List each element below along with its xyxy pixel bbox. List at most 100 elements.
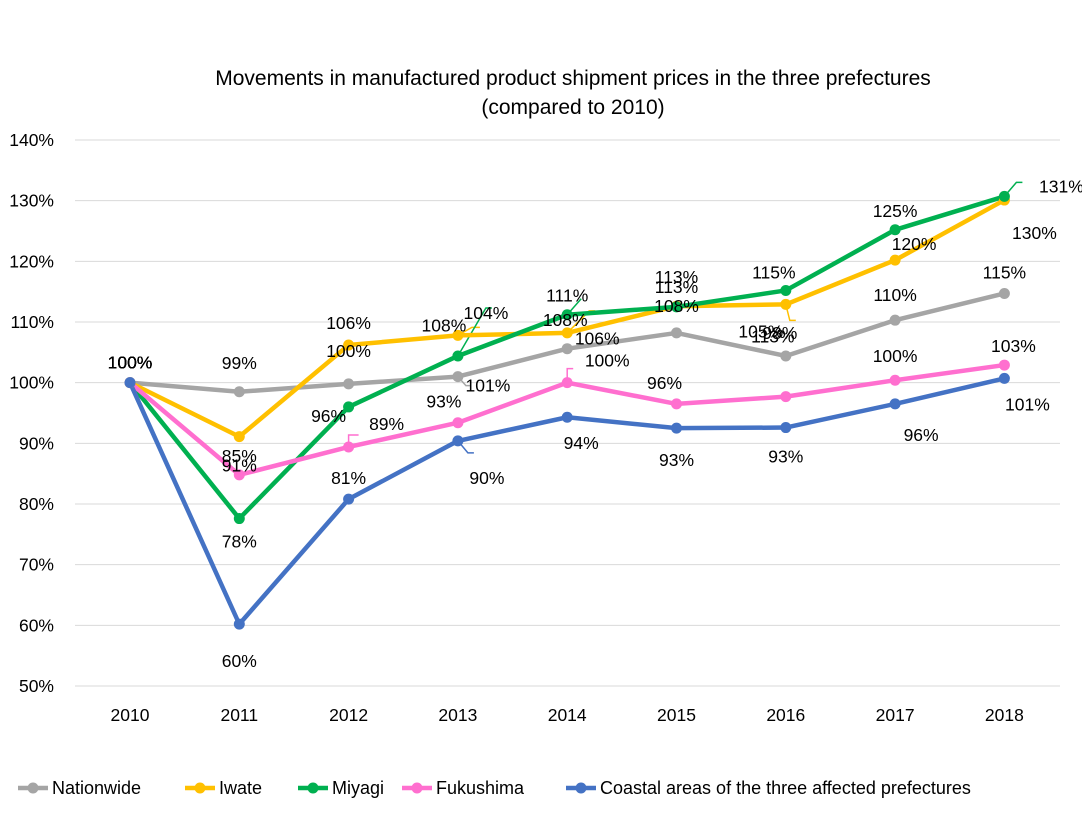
x-axis-tick-labels: 2010 2011 2012 2013 2014 2015 2016 2017 2018 xyxy=(111,705,1024,725)
data-labels: 100% 99%100%101%106%108%98%110%115%100%91… xyxy=(108,176,1082,671)
data-label: 101% xyxy=(466,376,511,396)
x-tick-label: 2010 xyxy=(111,705,150,725)
y-tick-label: 60% xyxy=(19,615,54,635)
chart-title-line-2: (compared to 2010) xyxy=(481,96,664,119)
legend-item: Coastal areas of the three affected pref… xyxy=(566,778,971,798)
data-label: 60% xyxy=(222,651,257,671)
data-point xyxy=(343,401,355,413)
data-label: 110% xyxy=(873,285,916,305)
data-label: 100% xyxy=(585,351,630,371)
data-label: 108% xyxy=(422,315,467,335)
legend-marker xyxy=(194,782,206,794)
data-point xyxy=(452,371,464,383)
data-point xyxy=(889,374,901,386)
data-point xyxy=(343,339,355,351)
data-label: 106% xyxy=(326,313,371,333)
data-label: 108% xyxy=(543,310,588,330)
series-lines xyxy=(127,194,1007,627)
data-label: 96% xyxy=(904,425,939,445)
data-point xyxy=(998,287,1010,299)
data-label: 115% xyxy=(983,262,1026,282)
data-point xyxy=(889,314,901,326)
y-tick-label: 50% xyxy=(19,676,54,696)
series-points xyxy=(124,190,1010,630)
y-tick-label: 130% xyxy=(9,191,54,211)
x-tick-label: 2017 xyxy=(876,705,915,725)
data-label: 100% xyxy=(108,353,153,373)
legend-marker xyxy=(411,782,423,794)
data-point xyxy=(233,469,245,481)
data-point xyxy=(452,329,464,341)
data-point xyxy=(561,309,573,321)
legend: Nationwide Iwate Miyagi Fukushima Coastal ar… xyxy=(18,778,971,798)
label-leader-line xyxy=(1003,181,1023,197)
data-point xyxy=(889,254,901,266)
x-tick-label: 2014 xyxy=(548,705,587,725)
data-label: 100% xyxy=(873,346,918,366)
data-point xyxy=(124,377,136,389)
data-label: 90% xyxy=(469,468,504,488)
legend-item: Iwate xyxy=(185,778,262,798)
data-label: 96% xyxy=(647,373,682,393)
data-label: 100% xyxy=(108,353,153,373)
x-tick-label: 2011 xyxy=(220,705,258,725)
legend-label: Iwate xyxy=(219,778,262,798)
legend-label: Miyagi xyxy=(332,778,384,798)
data-label: 78% xyxy=(222,532,257,552)
data-label: 98% xyxy=(762,323,797,343)
data-label: 91% xyxy=(222,456,257,476)
data-label: 94% xyxy=(564,433,599,453)
legend-label: Fukushima xyxy=(436,778,525,798)
data-label: 106% xyxy=(575,329,620,349)
data-point xyxy=(452,435,464,447)
data-label: 99% xyxy=(222,353,257,373)
data-label: 113% xyxy=(655,267,698,287)
x-tick-label: 2016 xyxy=(766,705,805,725)
data-label: 93% xyxy=(768,447,803,467)
data-point xyxy=(343,493,355,505)
legend-marker xyxy=(575,782,587,794)
data-point xyxy=(561,327,573,339)
legend-item: Miyagi xyxy=(298,778,384,798)
data-label: 85% xyxy=(222,446,257,466)
data-point xyxy=(233,386,245,398)
data-point xyxy=(561,377,573,389)
data-label: 100% xyxy=(108,353,153,373)
data-point xyxy=(561,411,573,423)
data-label: 115% xyxy=(752,262,795,282)
legend-item: Fukushima xyxy=(402,778,525,798)
data-label: 104% xyxy=(464,303,509,323)
data-point xyxy=(889,224,901,236)
data-label: 100% xyxy=(108,353,153,373)
y-axis-tick-labels: 50% 60% 70% 80% 90% 100% 110% 120% 130% 140% xyxy=(9,130,54,696)
data-point xyxy=(343,441,355,453)
data-point xyxy=(998,372,1010,384)
data-point xyxy=(233,618,245,630)
data-point xyxy=(998,359,1010,371)
data-label: 93% xyxy=(426,392,461,412)
data-point xyxy=(671,327,682,339)
legend-marker xyxy=(27,782,39,794)
x-tick-label: 2015 xyxy=(657,705,696,725)
data-label: 125% xyxy=(873,201,918,221)
data-label: 103% xyxy=(991,336,1036,356)
data-label: 100% xyxy=(326,341,371,361)
data-label: 105% xyxy=(738,322,783,342)
data-point xyxy=(998,190,1010,202)
y-tick-label: 140% xyxy=(9,130,54,150)
data-point xyxy=(233,513,245,525)
data-label: 108% xyxy=(654,296,699,316)
y-tick-label: 70% xyxy=(19,555,54,575)
y-tick-label: 90% xyxy=(19,433,54,453)
data-label: 113% xyxy=(655,277,698,297)
y-tick-label: 120% xyxy=(9,251,54,271)
legend-label: Nationwide xyxy=(52,778,141,798)
legend-label: Coastal areas of the three affected pref… xyxy=(600,778,971,798)
legend-item: Nationwide xyxy=(18,778,141,798)
data-point xyxy=(671,398,682,410)
y-tick-label: 110% xyxy=(11,312,54,332)
data-point xyxy=(780,350,792,362)
data-label: 130% xyxy=(1012,223,1057,243)
legend-marker xyxy=(307,782,319,794)
chart-title-line-1: Movements in manufactured product shipme… xyxy=(215,67,931,90)
